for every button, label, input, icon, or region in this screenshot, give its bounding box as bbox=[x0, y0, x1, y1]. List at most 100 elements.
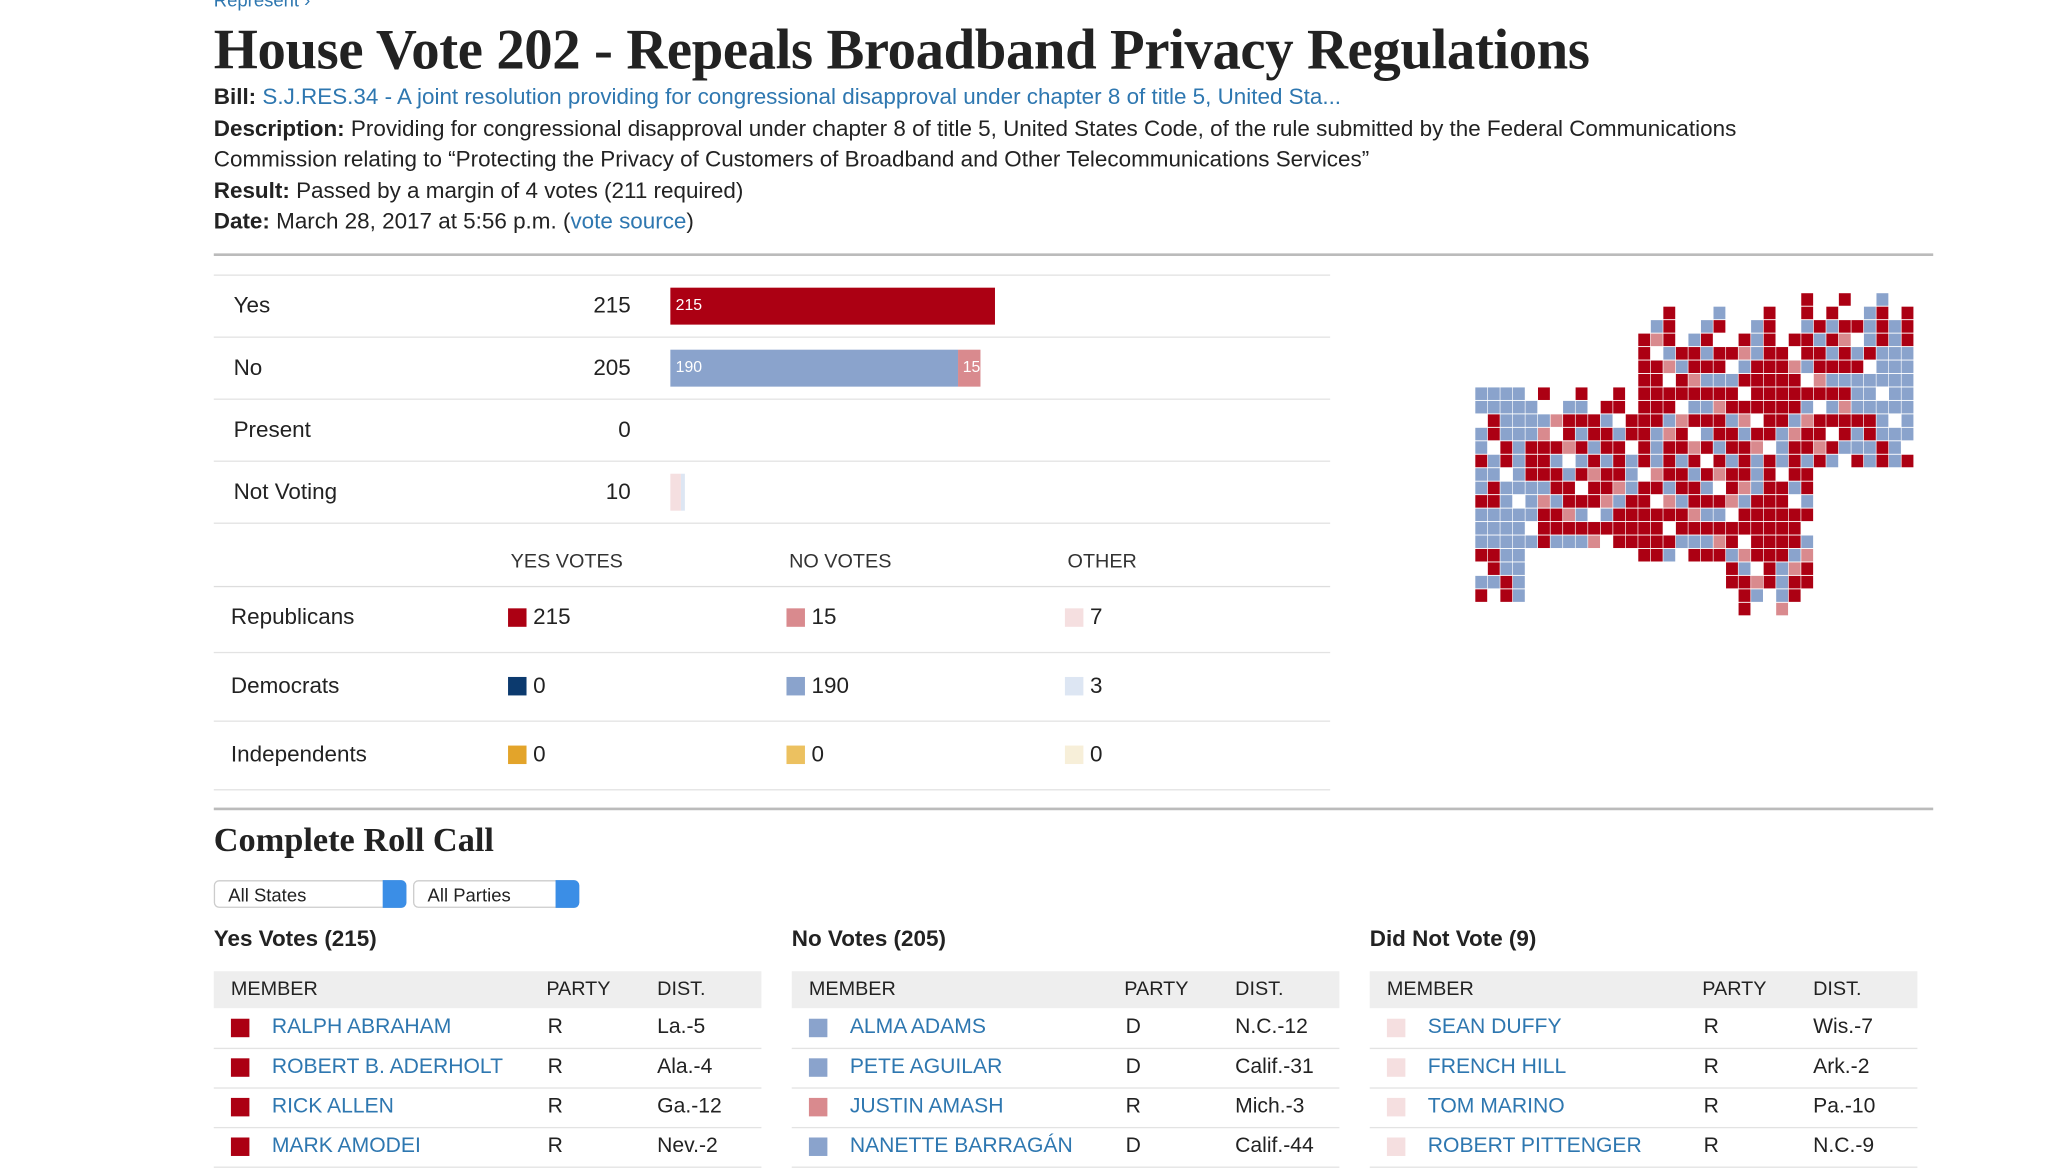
map-cell bbox=[1575, 400, 1588, 414]
member-row: SEAN DUFFY R Wis.-7 bbox=[1369, 1008, 1918, 1050]
map-cell bbox=[1625, 414, 1638, 427]
map-cell bbox=[1500, 387, 1513, 400]
map-cell bbox=[1675, 508, 1688, 522]
total-row: Yes 215 215 bbox=[213, 274, 1331, 336]
party-dot bbox=[1386, 1018, 1406, 1038]
map-cell bbox=[1838, 293, 1851, 306]
map-cell bbox=[1563, 508, 1575, 522]
map-cell bbox=[1751, 373, 1763, 387]
member-link[interactable]: JUSTIN AMASH bbox=[849, 1095, 1004, 1118]
filter-text[interactable]: All States bbox=[228, 884, 307, 906]
map-cell bbox=[1851, 427, 1864, 441]
map-cell bbox=[1487, 548, 1500, 562]
page-title: House Vote 202 - Repeals Broadband Priva… bbox=[213, 19, 1590, 82]
member-link[interactable]: ROBERT B. ADERHOLT bbox=[271, 1055, 503, 1079]
member-party: D bbox=[1125, 1016, 1141, 1039]
map-cell bbox=[1663, 548, 1676, 562]
member-row: RALPH ABRAHAM R La.-5 bbox=[213, 1008, 762, 1050]
bar-segment bbox=[680, 473, 686, 511]
map-cell bbox=[1663, 454, 1676, 468]
map-cell bbox=[1475, 427, 1488, 441]
map-cell bbox=[1563, 535, 1575, 549]
map-cell bbox=[1751, 481, 1763, 495]
map-cell bbox=[1776, 427, 1789, 441]
member-link[interactable]: RICK ALLEN bbox=[271, 1095, 394, 1118]
party-count: 190 bbox=[811, 672, 849, 699]
map-cell bbox=[1638, 373, 1651, 387]
breadcrumb[interactable]: Represent › bbox=[214, 0, 311, 11]
map-cell bbox=[1675, 360, 1688, 374]
map-cell bbox=[1675, 535, 1688, 549]
map-cell bbox=[1500, 548, 1513, 562]
map-cell bbox=[1613, 427, 1626, 441]
map-cell bbox=[1901, 373, 1914, 387]
bar-segment: 215 bbox=[670, 287, 996, 325]
list-heading: No Votes (205) bbox=[791, 926, 946, 952]
member-link[interactable]: PETE AGUILAR bbox=[849, 1055, 1003, 1079]
map-cell bbox=[1700, 414, 1713, 427]
map-cell bbox=[1700, 320, 1713, 333]
member-link[interactable]: SEAN DUFFY bbox=[1427, 1016, 1562, 1039]
select-arrow[interactable] bbox=[555, 880, 580, 908]
member-district: Nev.-2 bbox=[657, 1134, 718, 1158]
member-link[interactable]: MARK AMODEI bbox=[271, 1134, 421, 1158]
map-cell bbox=[1500, 481, 1513, 495]
map-cell bbox=[1876, 454, 1889, 468]
map-cell bbox=[1876, 360, 1889, 374]
total-row: Not Voting 10 bbox=[213, 460, 1331, 523]
map-cell bbox=[1738, 333, 1751, 347]
map-cell bbox=[1487, 454, 1500, 468]
map-cell bbox=[1663, 306, 1676, 320]
map-cell bbox=[1600, 508, 1613, 522]
party-name: Independents bbox=[230, 741, 367, 767]
map-cell bbox=[1776, 522, 1789, 535]
map-cell bbox=[1663, 414, 1676, 427]
map-cell bbox=[1788, 535, 1801, 549]
map-cell bbox=[1675, 387, 1688, 400]
label: Date: bbox=[213, 208, 270, 234]
map-cell bbox=[1638, 333, 1651, 347]
row-border bbox=[213, 522, 1331, 524]
member-row: JUSTIN AMASH R Mich.-3 bbox=[791, 1087, 1340, 1129]
map-cell bbox=[1500, 535, 1513, 549]
map-cell bbox=[1851, 414, 1864, 427]
column-header: MEMBER bbox=[1386, 977, 1474, 1001]
map-cell bbox=[1813, 360, 1826, 374]
map-cell bbox=[1776, 400, 1789, 414]
party-count: 215 bbox=[533, 604, 571, 630]
page: Represent › House Vote 202 - Repeals Bro… bbox=[213, 0, 1934, 1168]
map-cell bbox=[1550, 468, 1563, 481]
map-cell bbox=[1588, 454, 1601, 468]
map-cell bbox=[1512, 562, 1525, 575]
map-cell bbox=[1638, 495, 1651, 508]
member-link[interactable]: NANETTE BARRAGÁN bbox=[849, 1134, 1073, 1158]
map-cell bbox=[1575, 414, 1588, 427]
map-cell bbox=[1650, 320, 1663, 333]
party-dot bbox=[1386, 1137, 1406, 1156]
member-link[interactable]: FRENCH HILL bbox=[1427, 1055, 1567, 1079]
map-cell bbox=[1675, 495, 1688, 508]
member-link[interactable]: ROBERT PITTENGER bbox=[1427, 1134, 1642, 1158]
map-cell bbox=[1776, 347, 1789, 360]
map-cell bbox=[1738, 481, 1751, 495]
select-arrow[interactable] bbox=[382, 880, 407, 908]
map-cell bbox=[1600, 400, 1613, 414]
filter-text[interactable]: All Parties bbox=[427, 884, 511, 906]
breadcrumb-text[interactable]: Represent bbox=[213, 0, 300, 11]
bar-segment bbox=[670, 473, 681, 511]
member-link[interactable]: TOM MARINO bbox=[1427, 1095, 1565, 1118]
member-link[interactable]: RALPH ABRAHAM bbox=[271, 1016, 452, 1039]
bill-link[interactable]: S.J.RES.34 - A joint resolution providin… bbox=[262, 84, 1342, 110]
map-cell bbox=[1475, 575, 1488, 589]
map-cell bbox=[1700, 400, 1713, 414]
map-cell bbox=[1663, 387, 1676, 400]
map-cell bbox=[1763, 347, 1776, 360]
map-cell bbox=[1901, 347, 1914, 360]
map-cell bbox=[1863, 454, 1876, 468]
source-link[interactable]: vote source bbox=[570, 208, 687, 234]
state-filter[interactable]: All States bbox=[213, 880, 407, 908]
party-filter[interactable]: All Parties bbox=[413, 880, 580, 908]
member-link[interactable]: ALMA ADAMS bbox=[849, 1016, 986, 1039]
map-cell bbox=[1813, 454, 1826, 468]
map-cell bbox=[1675, 454, 1688, 468]
